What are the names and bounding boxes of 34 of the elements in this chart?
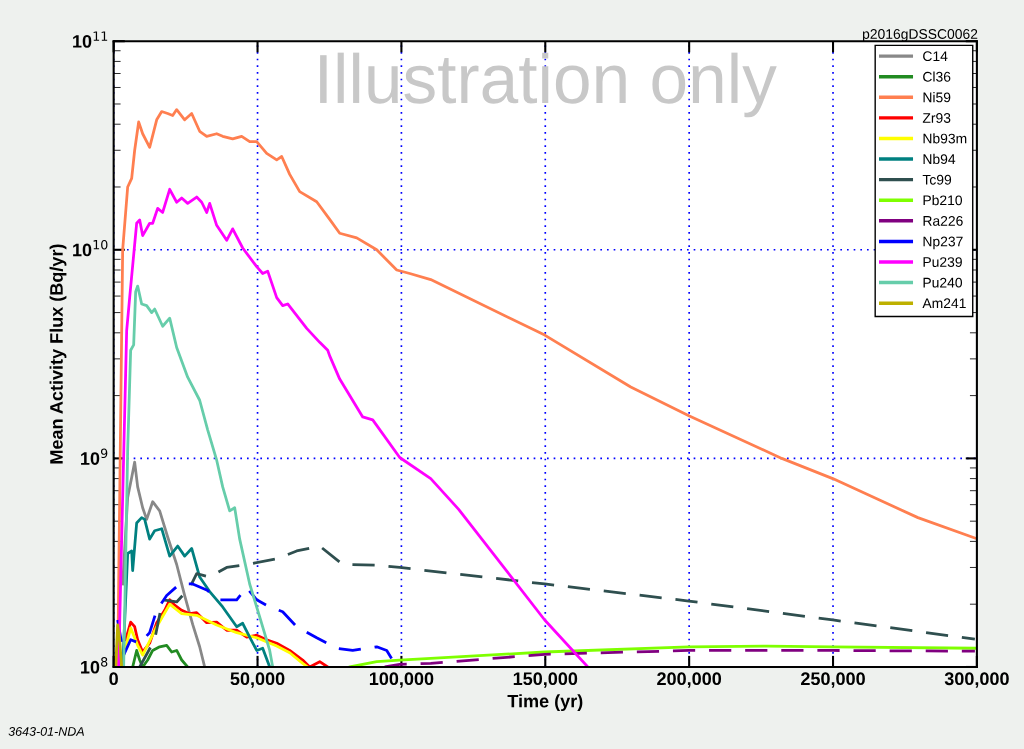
- legend-label: Zr93: [922, 113, 951, 123]
- line-series: [131, 643, 190, 667]
- x-tick-label: 100,000: [369, 672, 434, 688]
- legend-label: C14: [923, 51, 948, 62]
- legend-label: Np237: [923, 236, 963, 250]
- x-tick-label: 50,000: [230, 672, 285, 688]
- legend-label: Am241: [922, 298, 966, 309]
- legend-label: Ra226: [923, 215, 963, 226]
- x-tick-label: 150,000: [513, 672, 578, 688]
- legend-label: Pu240: [923, 277, 963, 288]
- legend-label: Cl36: [923, 71, 951, 82]
- x-tick-label: 250,000: [801, 672, 865, 688]
- legend-label: Tc99: [922, 174, 952, 185]
- line-series: [383, 649, 977, 667]
- legend-label: Pb210: [923, 195, 963, 206]
- line-series: [117, 187, 590, 667]
- y-tick-label: 10$^{9}$: [81, 448, 108, 465]
- line-series: [348, 644, 977, 667]
- legend-label: Pu239: [923, 257, 962, 267]
- annotation: p2016gDSSC0062: [862, 29, 978, 42]
- x-tick-label: 0: [109, 672, 118, 686]
- line-series: [138, 544, 977, 667]
- y-tick-label: 10$^{8}$: [81, 657, 108, 674]
- y-tick-label: 10$^{10}$: [73, 239, 108, 257]
- legend-label: Ni59: [923, 92, 951, 103]
- x-tick-label: 300,000: [944, 672, 1009, 688]
- line-series: [122, 284, 275, 667]
- legend-label: Nb93m: [923, 133, 967, 144]
- x-axis-title: Time (yr): [507, 694, 583, 712]
- y-tick-label: 10$^{11}$: [73, 31, 108, 48]
- text: 3643-01-NDA: [8, 727, 84, 736]
- legend-label: Nb94: [923, 153, 956, 165]
- y-axis-title: Mean Activity Flux (Bq/yr): [49, 244, 67, 464]
- x-tick-label: 200,000: [657, 672, 722, 688]
